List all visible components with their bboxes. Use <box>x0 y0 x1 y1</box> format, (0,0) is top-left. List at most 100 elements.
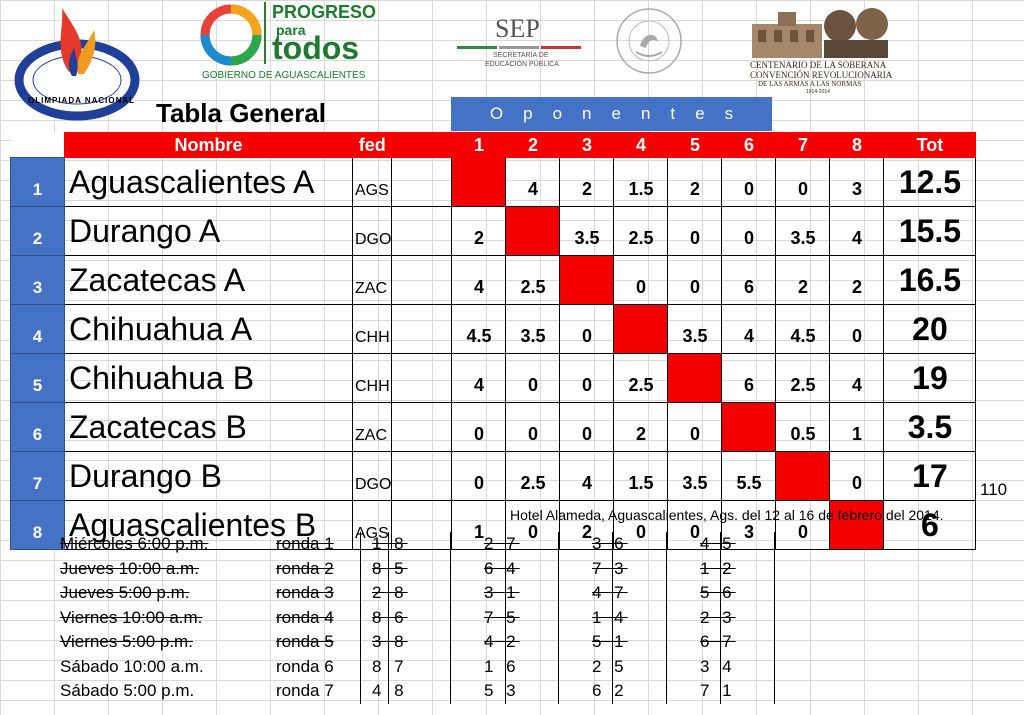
score-cell: 0 <box>721 206 777 256</box>
score-cell: 2 <box>613 402 669 452</box>
header-blank <box>10 132 65 158</box>
schedule-pairing: 2 8 <box>372 583 408 602</box>
header-fed: fed <box>351 132 393 158</box>
row-index: 4 <box>10 304 65 354</box>
table-row: 7 Durango B DGO 0 2.5 4 1.5 3.5 5.5 0 17 <box>10 451 977 501</box>
score-cell: 0 <box>505 353 561 403</box>
score-cell: 0 <box>613 255 669 305</box>
schedule-pairing: 5 1 <box>592 632 628 651</box>
schedule-pairing: 1 6 <box>484 656 520 676</box>
team-total: 12.5 <box>883 157 977 207</box>
diagonal-cell <box>775 451 831 501</box>
score-cell: 3.5 <box>559 206 615 256</box>
score-cell: 0 <box>451 451 507 501</box>
schedule-grid-line <box>720 532 721 704</box>
score-cell: 5.5 <box>721 451 777 501</box>
schedule-row: Miércoles 6:00 p.m. ronda 1 1 8 2 7 3 6 4 5 <box>54 532 774 556</box>
schedule-pairing: 2 7 <box>484 534 520 553</box>
header-col-8: 8 <box>829 132 885 158</box>
score-cell: 4 <box>505 157 561 207</box>
diagonal-cell <box>829 500 885 550</box>
standings-table: Nombre fed 1 2 3 4 5 6 7 8 Tot 1 Aguascalientes A AGS… <box>10 132 977 550</box>
score-cell: 0 <box>829 304 885 354</box>
score-cell: 4 <box>829 353 885 403</box>
score-cell: 1.5 <box>613 451 669 501</box>
schedule-pairing: 7 1 <box>700 681 736 700</box>
header-nombre: Nombre <box>64 132 353 158</box>
diagonal-cell <box>559 255 615 305</box>
team-fed: ZAC <box>351 402 393 452</box>
sep-title: SEP <box>495 14 540 43</box>
table-header-row: Nombre fed 1 2 3 4 5 6 7 8 Tot <box>10 132 977 158</box>
diagonal-cell <box>505 206 561 256</box>
schedule-pairing: 5 6 <box>700 583 736 602</box>
score-cell: 2 <box>559 157 615 207</box>
score-cell: 0.5 <box>775 402 831 452</box>
score-cell: 0 <box>559 304 615 354</box>
score-cell: 4 <box>451 353 507 403</box>
team-total: 16.5 <box>883 255 977 305</box>
team-fed: DGO <box>351 451 393 501</box>
team-total: 3.5 <box>883 402 977 452</box>
diagonal-cell <box>667 353 723 403</box>
team-name: Zacatecas A <box>64 255 353 305</box>
page-title: Tabla General <box>156 98 327 128</box>
schedule-day: Jueves 5:00 p.m. <box>60 583 190 602</box>
diagonal-cell <box>451 157 507 207</box>
row-gap <box>391 157 453 207</box>
team-total: 15.5 <box>883 206 977 256</box>
schedule-row: Sábado 5:00 p.m. ronda 7 4 8 5 3 6 2 7 1 <box>54 679 774 703</box>
team-total: 17 <box>883 451 977 501</box>
progreso-para-todos-logo: PROGRESO para todos GOBIERNO DE AGUASCAL… <box>198 2 378 86</box>
schedule-day: Jueves 10:00 a.m. <box>60 558 199 578</box>
schedule-pairing: 8 7 <box>372 656 408 676</box>
score-cell: 6 <box>721 353 777 403</box>
score-cell: 0 <box>559 402 615 452</box>
header-gap <box>391 132 453 158</box>
score-cell: 2.5 <box>613 353 669 403</box>
score-cell: 3.5 <box>667 304 723 354</box>
schedule-pairing: 1 2 <box>700 558 736 578</box>
row-gap <box>391 255 453 305</box>
team-name: Zacatecas B <box>64 402 353 452</box>
row-index: 1 <box>10 157 65 207</box>
score-cell: 2 <box>667 157 723 207</box>
score-cell: 0 <box>775 157 831 207</box>
olimpiada-nacional-logo: OLIMPIADA NACIONAL <box>14 0 140 126</box>
schedule-pairing: 4 2 <box>484 632 520 651</box>
schedule-pairing: 2 5 <box>592 656 628 676</box>
schedule-round: ronda 3 <box>276 583 334 602</box>
schedule-round: ronda 2 <box>276 558 334 578</box>
grand-total: 110 <box>980 480 1008 499</box>
schedule-day: Viernes 5:00 p.m. <box>60 632 193 651</box>
team-total: 19 <box>883 353 977 403</box>
row-index: 2 <box>10 206 65 256</box>
schedule-pairing: 3 4 <box>700 656 736 676</box>
schedule-round: ronda 7 <box>276 681 334 700</box>
schedule-grid-line <box>450 532 451 704</box>
score-cell: 2.5 <box>613 206 669 256</box>
schedule-pairing: 4 8 <box>372 681 408 700</box>
schedule-pairing: 6 2 <box>592 681 628 700</box>
schedule-pairing: 4 5 <box>700 534 736 553</box>
score-cell: 2 <box>451 206 507 256</box>
team-fed: CHH <box>351 304 393 354</box>
score-cell: 0 <box>613 500 669 550</box>
score-cell: 4.5 <box>775 304 831 354</box>
row-gap <box>391 451 453 501</box>
diagonal-cell <box>613 304 669 354</box>
score-cell: 0 <box>667 500 723 550</box>
score-cell: 2.5 <box>505 255 561 305</box>
todos-text: todos <box>272 30 360 66</box>
row-index: 6 <box>10 402 65 452</box>
schedule-row: Jueves 5:00 p.m. ronda 3 2 8 3 1 4 7 5 6 <box>54 581 774 605</box>
score-cell: 0 <box>505 500 561 550</box>
schedule-row: Jueves 10:00 a.m. ronda 2 8 5 6 4 7 3 1 2 <box>54 557 774 581</box>
schedule-grid-line <box>774 532 775 704</box>
centenario-years: 1914-2014 <box>806 89 830 95</box>
schedule-pairing: 8 6 <box>372 607 408 627</box>
score-cell: 2 <box>775 255 831 305</box>
schedule-grid-line <box>388 532 389 704</box>
team-fed: CHH <box>351 353 393 403</box>
schedule-pairing: 7 5 <box>484 607 520 627</box>
